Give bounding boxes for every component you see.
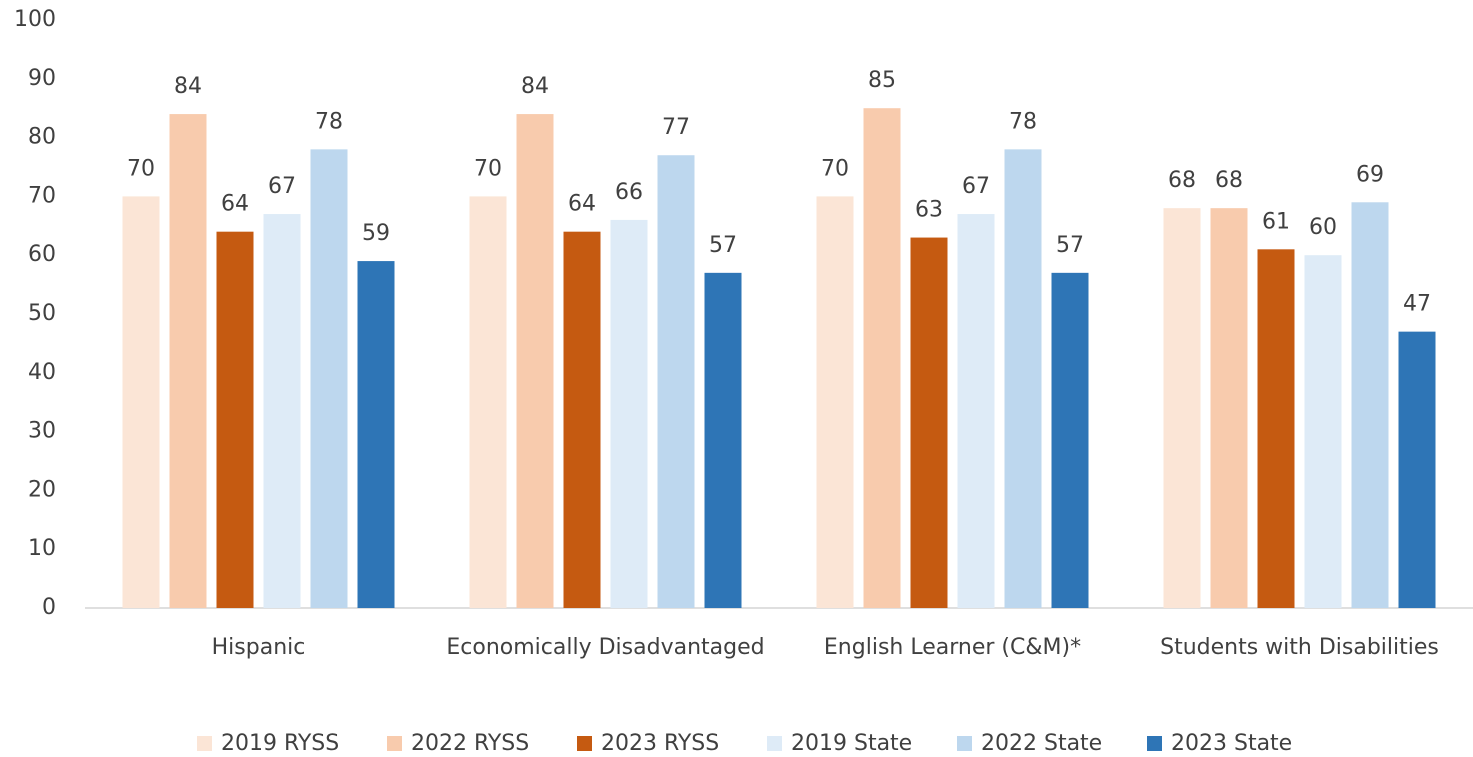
bar [704, 272, 742, 608]
y-tick-label: 70 [28, 183, 56, 208]
bar [1004, 149, 1042, 609]
y-tick-label: 10 [28, 536, 56, 561]
legend-swatch [767, 736, 782, 751]
data-label: 57 [709, 233, 737, 258]
data-label: 67 [962, 174, 990, 199]
y-tick-label: 40 [28, 360, 56, 385]
data-label: 77 [662, 115, 690, 140]
data-label: 63 [915, 198, 943, 223]
bar [1163, 208, 1201, 608]
data-label: 70 [127, 156, 155, 181]
data-label: 66 [615, 180, 643, 205]
y-tick-label: 90 [28, 66, 56, 91]
bar [863, 108, 901, 608]
data-label: 47 [1403, 292, 1431, 317]
bar [516, 114, 554, 608]
bar [263, 214, 301, 609]
data-label: 64 [568, 192, 596, 217]
bar [122, 196, 160, 608]
legend-label: 2019 RYSS [221, 731, 339, 756]
data-label: 85 [868, 68, 896, 93]
data-label: 78 [1009, 109, 1037, 134]
legend-label: 2019 State [791, 731, 912, 756]
y-tick-label: 50 [28, 301, 56, 326]
bar [1398, 331, 1436, 608]
bar [563, 231, 601, 608]
bar [610, 219, 648, 609]
y-tick-label: 80 [28, 125, 56, 150]
data-label: 61 [1262, 209, 1290, 234]
y-tick-label: 0 [42, 595, 56, 620]
data-label: 64 [221, 192, 249, 217]
legend-label: 2023 RYSS [601, 731, 719, 756]
data-label: 69 [1356, 162, 1384, 187]
bar [357, 261, 395, 608]
bar [957, 214, 995, 609]
legend-swatch [197, 736, 212, 751]
bar [216, 231, 254, 608]
legend-swatch [1147, 736, 1162, 751]
bar [816, 196, 854, 608]
data-label: 57 [1056, 233, 1084, 258]
legend-swatch [577, 736, 592, 751]
data-label: 78 [315, 109, 343, 134]
data-label: 70 [474, 156, 502, 181]
x-tick-label: English Learner (C&M)* [824, 635, 1081, 660]
y-tick-label: 100 [14, 7, 56, 32]
bar [1351, 202, 1389, 608]
bar [657, 155, 695, 609]
data-label: 59 [362, 221, 390, 246]
legend-label: 2022 RYSS [411, 731, 529, 756]
x-tick-label: Economically Disadvantaged [446, 635, 764, 660]
data-label: 60 [1309, 215, 1337, 240]
data-label: 68 [1215, 168, 1243, 193]
data-label: 84 [174, 74, 202, 99]
data-label: 84 [521, 74, 549, 99]
bar [910, 237, 948, 608]
data-label: 68 [1168, 168, 1196, 193]
data-label: 70 [821, 156, 849, 181]
bar [310, 149, 348, 609]
legend-label: 2022 State [981, 731, 1102, 756]
legend-swatch [957, 736, 972, 751]
bar [1304, 255, 1342, 608]
bar [1210, 208, 1248, 608]
bar [1051, 272, 1089, 608]
y-tick-label: 30 [28, 419, 56, 444]
data-label: 67 [268, 174, 296, 199]
x-tick-label: Students with Disabilities [1160, 635, 1439, 660]
bar [169, 114, 207, 608]
y-tick-label: 60 [28, 242, 56, 267]
bar [469, 196, 507, 608]
legend-swatch [387, 736, 402, 751]
legend-label: 2023 State [1171, 731, 1292, 756]
bar [1257, 249, 1295, 608]
y-tick-label: 20 [28, 477, 56, 502]
x-tick-label: Hispanic [212, 635, 306, 660]
